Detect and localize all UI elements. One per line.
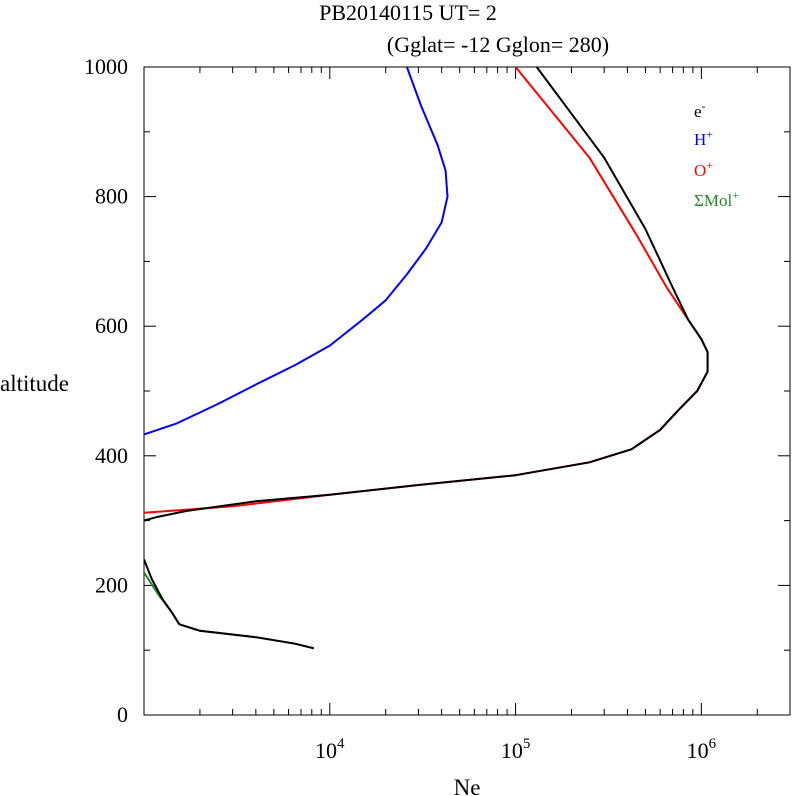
y-tick-label: 200 — [95, 572, 128, 597]
x-tick-label: 105 — [501, 736, 531, 763]
y-tick-label: 400 — [95, 443, 128, 468]
legend-entry: ΣMol+ — [694, 188, 739, 210]
chart-title-line2: (Gglat= -12 Gglon= 280) — [387, 32, 609, 57]
legend-entry: O+ — [694, 158, 713, 180]
y-tick-label: 600 — [95, 313, 128, 338]
x-tick-labels: 104 105 106 — [315, 736, 717, 763]
y-tick-labels: 0 200 400 600 800 1000 — [84, 54, 128, 727]
y-tick-label: 1000 — [84, 54, 128, 79]
y-axis-label: altitude — [0, 371, 69, 396]
chart-title-line1: PB20140115 UT= 2 — [319, 0, 497, 25]
series-line-h — [144, 67, 449, 436]
x-tick-label: 106 — [687, 736, 717, 763]
axis-ticks — [143, 66, 791, 716]
x-axis-label: Ne — [454, 775, 481, 796]
y-tick-label: 800 — [95, 184, 128, 209]
series-line-o — [144, 67, 709, 514]
legend-entry: H+ — [694, 127, 713, 149]
x-tick-label: 104 — [315, 736, 345, 763]
series-group — [144, 67, 709, 650]
legend-entry: e- — [694, 99, 706, 121]
series-line-e — [144, 67, 709, 650]
legend: e- H+ O+ ΣMol+ — [694, 99, 739, 210]
y-tick-label: 0 — [117, 702, 128, 727]
